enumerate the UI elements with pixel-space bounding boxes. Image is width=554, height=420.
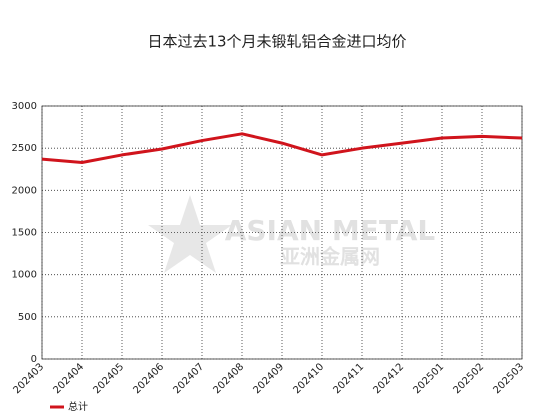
watermark-logo	[148, 195, 232, 273]
y-tick-label: 1000	[12, 270, 37, 281]
x-tick-label: 202403	[11, 361, 46, 396]
legend-label: 总计	[68, 400, 88, 413]
watermark-text: ASIAN METAL	[225, 214, 436, 247]
x-tick-label: 202409	[251, 361, 286, 396]
y-tick-label: 2000	[12, 185, 37, 196]
x-tick-label: 202411	[331, 361, 366, 396]
line-series	[41, 132, 523, 165]
x-tick-label: 202405	[91, 361, 126, 396]
watermark: ASIAN METAL 亚洲金属网	[148, 195, 435, 273]
plot-frame	[41, 105, 523, 360]
y-tick-label: 3000	[12, 101, 37, 112]
y-tick-label: 500	[18, 312, 37, 323]
x-tick-label: 202406	[131, 361, 166, 396]
x-tick-label: 202502	[451, 361, 486, 396]
y-tick-label: 1500	[12, 228, 37, 239]
y-tick-label: 2500	[12, 143, 37, 154]
y-tick-label: 0	[31, 354, 37, 365]
watermark-text: 亚洲金属网	[280, 245, 380, 269]
chart-title: 日本过去13个月未锻轧铝合金进口均价	[147, 33, 406, 51]
x-tick-label: 202501	[411, 361, 446, 396]
x-tick-label: 202412	[371, 361, 406, 396]
x-tick-label: 202408	[211, 361, 246, 396]
x-tick-label: 202404	[51, 361, 86, 396]
x-tick-label: 202407	[171, 361, 206, 396]
x-tick-label: 202410	[291, 361, 326, 396]
x-tick-label: 202503	[491, 361, 526, 396]
